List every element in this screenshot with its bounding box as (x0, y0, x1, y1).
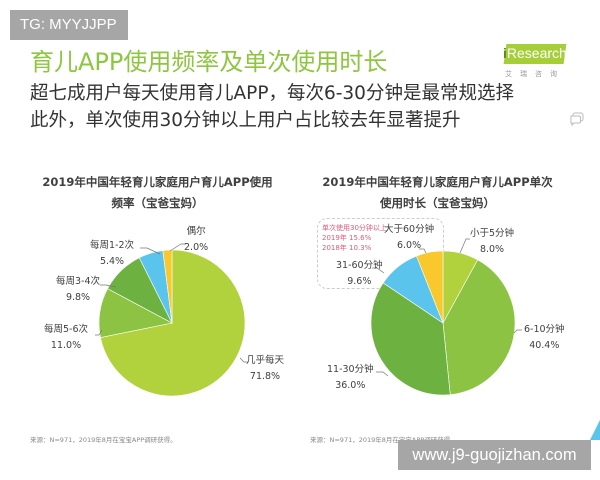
label-under-5-min: 小于5分钟 8.0% (470, 226, 514, 258)
label-name: 每周1-2次 (90, 240, 135, 251)
leader-line (459, 238, 470, 254)
left-chart-title: 2019年中国年轻育儿家庭用户育儿APP使用 频率（宝爸宝妈） (25, 172, 290, 214)
leader-line (513, 329, 522, 334)
subtitle-line-1: 超七成用户每天使用育儿APP，每次6-30分钟是最常规选择 (30, 83, 514, 104)
leader-line (419, 248, 427, 254)
logo-text: iResearch (503, 45, 567, 61)
label-6-10-min: 6-10分钟 40.4% (524, 322, 565, 354)
leader-line (95, 329, 103, 336)
annotation-line-1: 单次使用30分钟以上 (322, 224, 387, 232)
tg-badge: TG: MYYJJPP (10, 10, 128, 40)
annotation-line-3: 2018年 10.3% (322, 244, 372, 252)
label-value: 9.8% (65, 292, 91, 303)
label-weekly-3-4: 每周3-4次 9.8% (56, 274, 100, 306)
leader-line (239, 357, 248, 363)
pie-slice (100, 249, 246, 397)
label-value: 40.4% (529, 340, 560, 351)
label-name: 31-60分钟 (336, 260, 383, 271)
label-31-60-min: 31-60分钟 9.6% (336, 258, 383, 290)
right-chart-source: 来源：N=971，2019年8月在宝宝APP调研获得。 (310, 436, 457, 444)
label-name: 几乎每天 (246, 355, 285, 366)
label-value: 6.0% (396, 240, 422, 251)
label-11-30-min: 11-30分钟 36.0% (327, 362, 374, 394)
pie-slice (370, 282, 451, 396)
comment-icon[interactable] (569, 111, 585, 127)
pie-slice (442, 259, 516, 395)
annotation-line-2: 2019年 15.6% (322, 234, 372, 242)
right-chart-title: 2019年中国年轻育儿家庭用户育儿APP单次 使用时长（宝爸宝妈） (305, 172, 570, 214)
label-value: 5.4% (99, 256, 125, 267)
label-occasionally: 偶尔 2.0% (184, 224, 208, 256)
page-subtitle: 超七成用户每天使用育儿APP，每次6-30分钟是最常规选择 此外，单次使用30分… (30, 80, 514, 134)
leader-line (372, 267, 385, 274)
label-name: 大于60分钟 (384, 224, 435, 235)
pie-slice (416, 250, 444, 324)
label-value: 8.0% (479, 244, 505, 255)
logo-word: Research (506, 45, 567, 61)
label-over-60-min: 大于60分钟 6.0% (384, 222, 434, 254)
right-chart-title-line-2: 使用时长（宝爸宝妈） (380, 196, 495, 210)
watermark: www.j9-guojizhan.com (398, 440, 591, 470)
label-weekly-1-2: 每周1-2次 5.4% (90, 238, 134, 270)
label-value: 36.0% (335, 380, 366, 391)
label-name: 偶尔 (186, 226, 206, 237)
label-weekly-5-6: 每周5-6次 11.0% (44, 322, 88, 354)
subtitle-line-2: 此外，单次使用30分钟以上用户占比较去年显著提升 (30, 110, 461, 131)
leader-line (140, 247, 161, 255)
label-name: 6-10分钟 (524, 324, 565, 335)
label-value: 2.0% (184, 242, 209, 253)
label-value: 11.0% (50, 340, 82, 351)
left-chart-title-line-1: 2019年中国年轻育儿家庭用户育儿APP使用 (42, 175, 273, 189)
label-value: 9.6% (347, 276, 372, 287)
label-name: 11-30分钟 (327, 364, 374, 375)
annotation-text: 单次使用30分钟以上 2019年 15.6% 2018年 10.3% (322, 223, 387, 253)
logo-prefix: i (503, 45, 507, 61)
right-chart-title-line-1: 2019年中国年轻育儿家庭用户育儿APP单次 (322, 175, 553, 189)
leader-line (376, 371, 389, 377)
corner-decoration (590, 420, 600, 440)
left-chart-source: 来源：N=971，2019年8月在宝宝APP调研获得。 (30, 436, 177, 444)
label-value: 71.8% (249, 371, 281, 382)
label-name: 每周3-4次 (56, 276, 101, 287)
leader-line (169, 243, 186, 252)
iresearch-logo: iResearch (497, 44, 569, 66)
label-almost-daily: 几乎每天 71.8% (246, 353, 284, 385)
label-name: 每周5-6次 (44, 324, 89, 335)
leader-line (100, 284, 117, 288)
label-name: 小于5分钟 (470, 228, 515, 239)
page-title: 育儿APP使用频率及单次使用时长 (30, 48, 388, 76)
left-chart-title-line-2: 频率（宝爸宝妈） (111, 196, 204, 210)
logo-subtitle: 艾瑞咨询 (505, 70, 565, 78)
